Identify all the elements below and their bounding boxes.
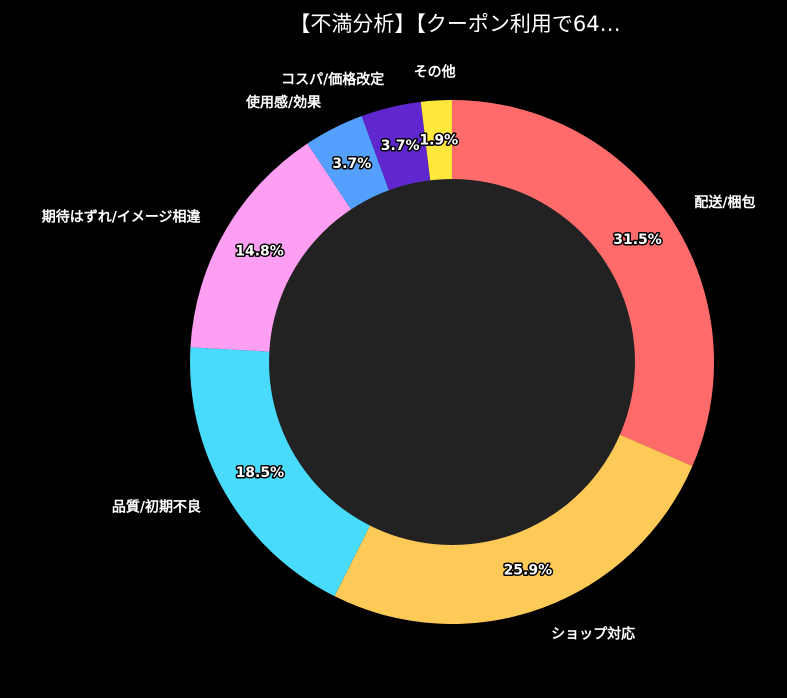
value-label-3: 18.5% (236, 465, 285, 481)
value-label-1: 31.5% (613, 232, 662, 248)
value-label-5: 3.7% (332, 156, 371, 172)
labels-group: 31.5% 配送/梱包 25.9% ショップ対応 18.5% 品質/初期不良 14.8% 期待… (42, 64, 756, 643)
category-label-2: ショップ対応 (551, 626, 635, 643)
value-label-4: 14.8% (235, 243, 284, 259)
chart-title: 【不満分析】【クーポン利用で64… (289, 12, 621, 36)
category-label-1: 配送/梱包 (694, 194, 755, 211)
value-label-7: 1.9% (419, 132, 458, 148)
category-label-4: 期待はずれ/イメージ相違 (42, 209, 201, 226)
category-label-3: 品質/初期不良 (112, 498, 201, 515)
category-label-7: その他 (414, 64, 456, 81)
category-label-6: コスパ/価格改定 (281, 71, 384, 88)
value-label-2: 25.9% (504, 563, 553, 579)
center-hole (269, 179, 635, 545)
value-label-6: 3.7% (381, 138, 420, 154)
category-label-5: 使用感/効果 (245, 94, 322, 111)
